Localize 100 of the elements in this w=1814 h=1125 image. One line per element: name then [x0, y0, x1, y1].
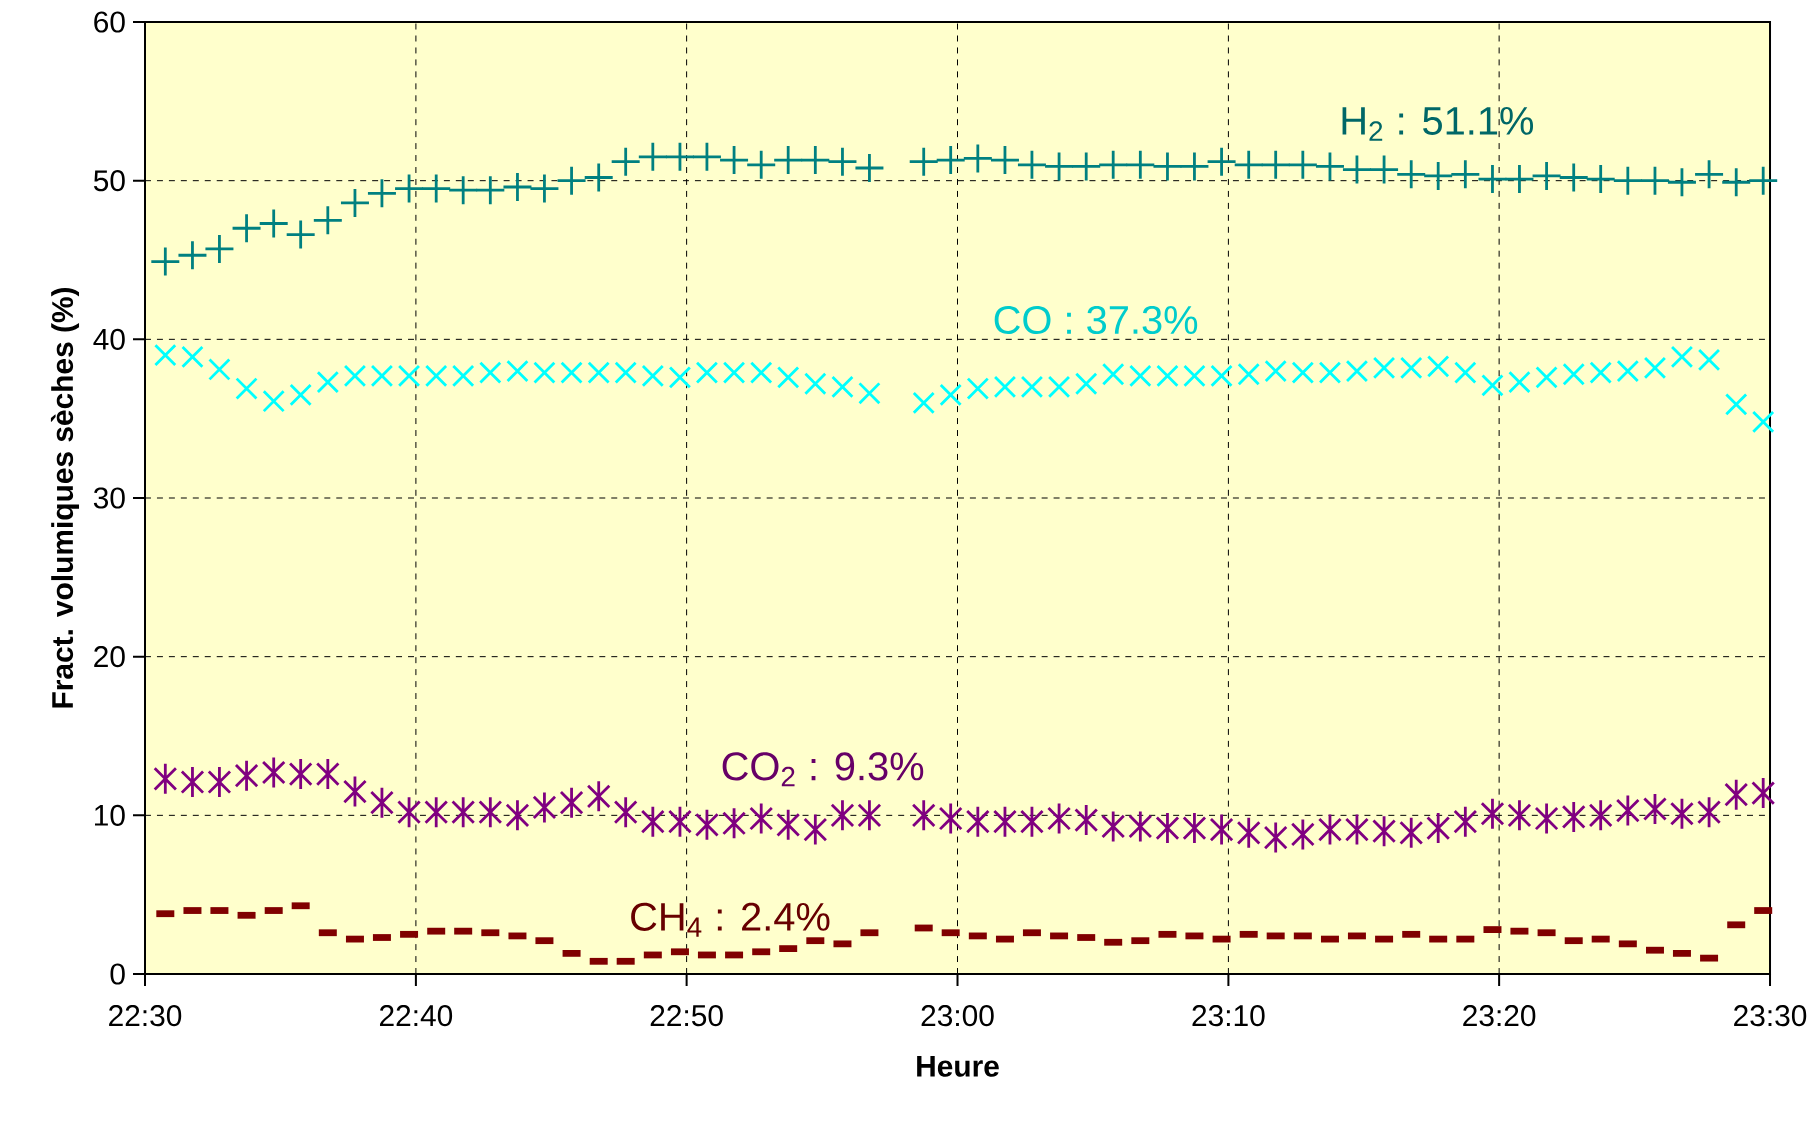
point — [532, 792, 557, 823]
point — [533, 361, 556, 384]
point — [1722, 168, 1751, 197]
point — [858, 381, 881, 405]
point — [749, 361, 773, 384]
point — [1481, 374, 1504, 397]
point — [695, 809, 719, 840]
point — [831, 375, 854, 399]
point — [855, 153, 884, 182]
point — [1264, 359, 1287, 383]
y-axis-title: Fract. volumiques sèches (%) — [50, 288, 80, 708]
point — [993, 806, 1017, 837]
point — [828, 147, 857, 176]
annotation: CH$_{4}$ : 2.4% — [631, 902, 830, 937]
point — [557, 166, 586, 195]
y-tick-label: 0 — [110, 963, 125, 985]
x-tick-label: 22:40 — [379, 1005, 453, 1027]
point — [749, 803, 773, 834]
point — [1047, 375, 1071, 399]
annotation: CO$_{2}$ : 9.3% — [722, 752, 924, 787]
point — [1399, 817, 1423, 848]
point — [234, 760, 259, 791]
point — [722, 808, 746, 839]
point — [451, 364, 475, 388]
point — [1724, 779, 1748, 810]
point — [1616, 795, 1640, 826]
point — [912, 800, 936, 831]
point — [1183, 364, 1206, 388]
point — [1613, 166, 1642, 195]
point — [559, 787, 584, 818]
point — [692, 142, 721, 171]
point — [1507, 800, 1532, 831]
point — [367, 179, 396, 208]
point — [1074, 372, 1098, 396]
point — [966, 377, 990, 400]
point — [530, 174, 559, 203]
point — [154, 343, 177, 367]
point — [178, 241, 207, 270]
point — [1616, 359, 1640, 383]
y-tick-label: 50 — [93, 170, 125, 192]
point — [1562, 362, 1586, 386]
point — [1372, 816, 1396, 847]
point — [1480, 798, 1505, 829]
point — [1318, 814, 1342, 845]
point — [1399, 356, 1423, 380]
point — [1047, 803, 1071, 834]
point — [1724, 393, 1748, 416]
point — [939, 803, 963, 834]
point — [641, 364, 665, 388]
point — [153, 763, 177, 794]
x-axis-title: Heure — [917, 1055, 999, 1077]
point — [1156, 364, 1179, 388]
point — [1072, 152, 1101, 181]
point — [1207, 147, 1236, 176]
point — [909, 147, 938, 176]
point — [1101, 362, 1125, 386]
point — [313, 206, 342, 235]
point — [1451, 160, 1480, 189]
x-tick-label: 22:50 — [650, 1005, 723, 1027]
point — [289, 759, 313, 790]
point — [668, 366, 692, 389]
point — [1101, 811, 1125, 842]
y-tick-label: 10 — [95, 804, 125, 826]
point — [479, 361, 502, 384]
point — [587, 361, 610, 384]
point — [262, 757, 286, 788]
point — [1454, 361, 1477, 384]
point — [830, 800, 855, 831]
point — [340, 188, 369, 217]
point — [343, 364, 367, 388]
point — [1020, 375, 1044, 399]
point — [316, 370, 340, 394]
point — [1695, 160, 1724, 189]
point — [611, 147, 640, 176]
point — [1426, 813, 1450, 844]
annotation: H$_{2}$ : 51.1% — [1342, 106, 1534, 141]
point — [1505, 165, 1534, 194]
point — [422, 174, 451, 203]
point — [695, 361, 719, 384]
point — [584, 163, 613, 192]
point — [1099, 150, 1128, 179]
point — [1126, 150, 1155, 179]
point — [776, 809, 800, 840]
point — [1589, 800, 1613, 831]
point — [1670, 345, 1694, 369]
point — [1697, 348, 1721, 372]
y-tick-label: 40 — [93, 328, 125, 350]
point — [1643, 793, 1667, 824]
point — [1508, 370, 1531, 394]
point — [641, 806, 665, 837]
point — [151, 247, 180, 276]
point — [1372, 356, 1396, 380]
point — [316, 759, 340, 790]
point — [1237, 362, 1261, 386]
point — [966, 806, 990, 837]
point — [993, 375, 1017, 399]
point — [1182, 813, 1207, 844]
point — [1155, 813, 1180, 844]
point — [424, 364, 448, 388]
point — [1129, 364, 1152, 388]
